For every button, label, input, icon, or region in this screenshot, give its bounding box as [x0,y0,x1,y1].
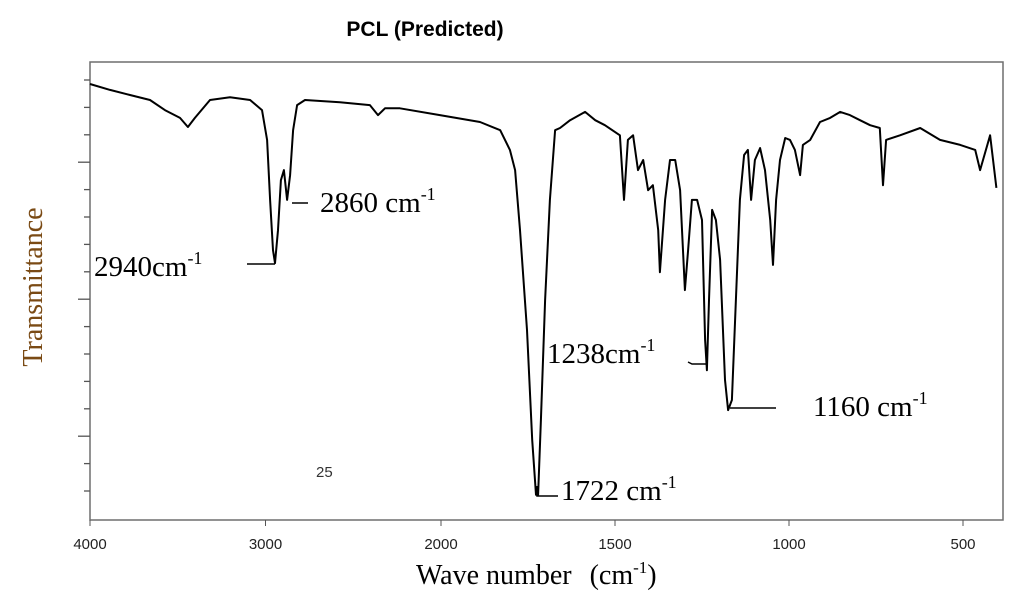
annotation-1722: 1722 cm-1 [561,472,677,507]
y-axis-label: Transmittance [18,207,49,366]
annotation-1238: 1238cm-1 [547,335,655,370]
x-tick-label: 3000 [249,536,282,553]
chart-title: PCL (Predicted) [346,18,503,41]
annotation-1160: 1160 cm-1 [813,388,928,423]
x-axis-label: Wave number (cm-1) [416,558,657,591]
annotation-2940: 2940cm-1 [94,248,202,283]
stray-label: 25 [316,464,333,481]
leader-1722 [536,486,558,497]
annotation-leaders [247,202,776,497]
spectrum-line [89,83,998,496]
x-tick-label: 1000 [772,536,805,553]
annotation-2860: 2860 cm-1 [320,184,436,219]
y-axis-ticks [78,79,90,492]
x-tick-label: 4000 [73,536,106,553]
x-tick-label: 500 [950,536,975,553]
plot-frame [89,61,1004,521]
x-tick-label: 1500 [598,536,631,553]
x-tick-label: 2000 [424,536,457,553]
x-axis-ticks: 4000 3000 2000 1500 1000 500 [73,520,976,553]
leader-1238 [687,361,706,365]
